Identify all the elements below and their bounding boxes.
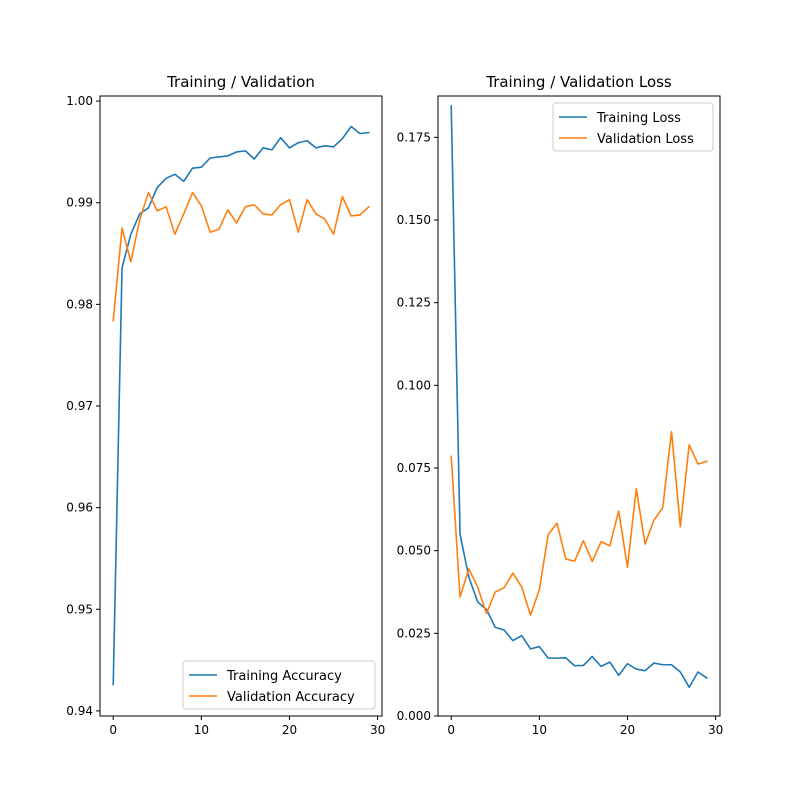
- loss-legend-box: [552, 102, 714, 152]
- accuracy-y-tick-label: 1.00: [66, 94, 93, 108]
- loss-series-validation-line: [450, 430, 708, 616]
- accuracy-x-tick-label: 20: [282, 723, 297, 737]
- accuracy-chart-title: Training / Validation: [166, 73, 315, 91]
- loss-legend-label: Training Loss: [596, 111, 681, 126]
- accuracy-legend-label: Validation Accuracy: [227, 690, 355, 705]
- accuracy-y-tick-label: 0.98: [66, 297, 93, 311]
- accuracy-x-tick-label: 0: [109, 723, 117, 737]
- accuracy-y-tick-label: 0.96: [66, 501, 93, 515]
- loss-y-tick-label: 0.175: [397, 130, 431, 144]
- loss-x-tick-label: 0: [447, 723, 455, 737]
- accuracy-legend-box: [182, 660, 376, 710]
- loss-axes-frame: [437, 95, 721, 717]
- loss-x-tick-label: 20: [620, 723, 635, 737]
- loss-y-tick-label: 0.000: [397, 709, 431, 723]
- loss-y-tick-label: 0.050: [397, 544, 431, 558]
- accuracy-legend: Training Accuracy Validation Accuracy: [182, 660, 376, 710]
- accuracy-series-validation-line: [112, 191, 370, 322]
- loss-y-tick-label: 0.100: [397, 378, 431, 392]
- accuracy-y-tick-label: 0.99: [66, 196, 93, 210]
- loss-x-tick-label: 30: [708, 723, 723, 737]
- loss-y-tick-label: 0.150: [397, 213, 431, 227]
- accuracy-y-tick-label: 0.95: [66, 602, 93, 616]
- loss-legend-label: Validation Loss: [597, 132, 694, 147]
- accuracy-y-tick-label: 0.97: [66, 399, 93, 413]
- loss-y-tick-label: 0.125: [397, 296, 431, 310]
- loss-legend: Training Loss Validation Loss: [552, 102, 714, 152]
- accuracy-y-tick-label: 0.94: [66, 704, 93, 718]
- accuracy-legend-label: Training Accuracy: [226, 669, 342, 684]
- accuracy-axes-frame: [99, 95, 383, 717]
- accuracy-chart: Training / Validation 0 10 20 30 0.94 0.95 0.9…: [66, 73, 385, 737]
- loss-chart: Training / Validation Loss 0 10 20 30 0.000 0…: [397, 73, 724, 737]
- loss-y-tick-label: 0.075: [397, 461, 431, 475]
- loss-series-training-line: [450, 105, 708, 689]
- accuracy-x-tick-label: 10: [194, 723, 209, 737]
- loss-y-tick-label: 0.025: [397, 626, 431, 640]
- loss-chart-title: Training / Validation Loss: [485, 73, 672, 91]
- loss-x-tick-label: 10: [532, 723, 547, 737]
- accuracy-x-tick-label: 30: [370, 723, 385, 737]
- accuracy-series-training-line: [112, 125, 370, 686]
